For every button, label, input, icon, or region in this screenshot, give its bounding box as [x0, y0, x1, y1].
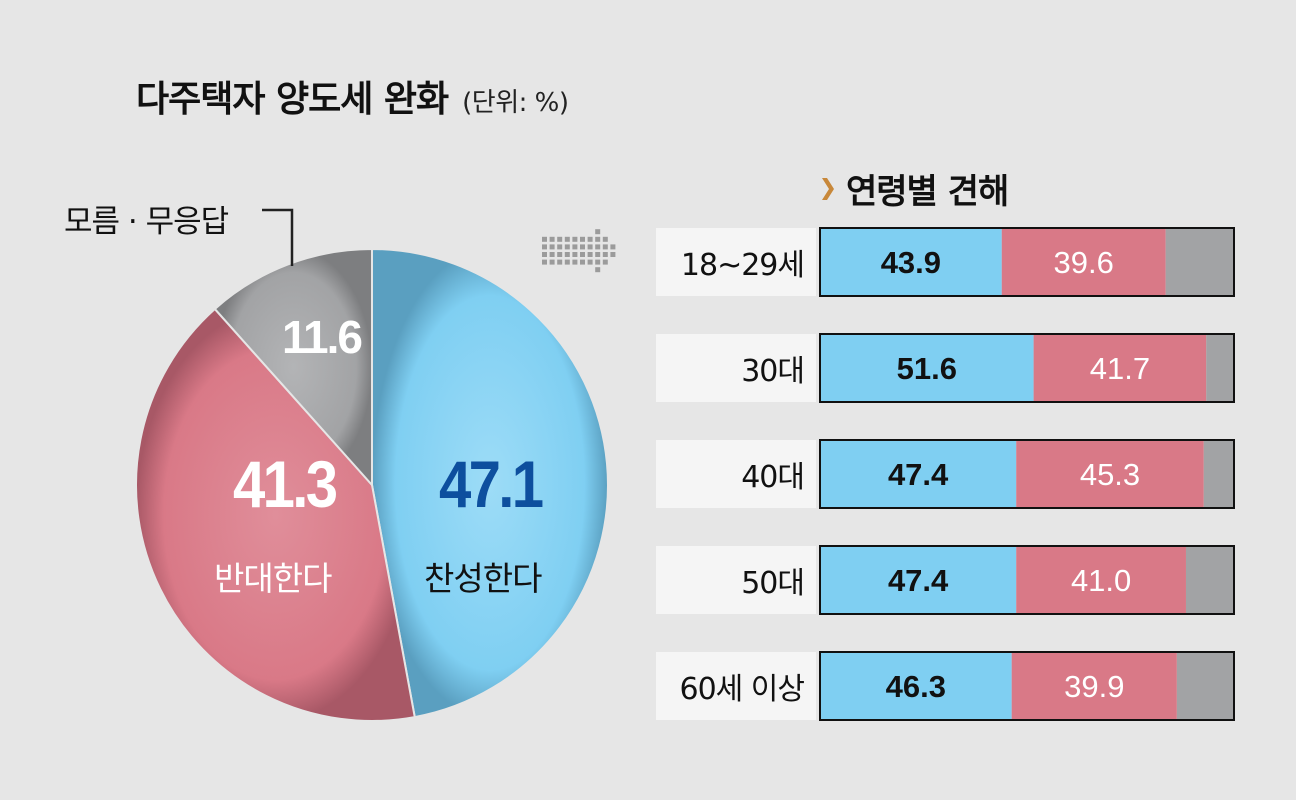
arrow-dot: [580, 244, 585, 250]
arrow-dot: [595, 267, 601, 273]
subtitle-group: 연령별 견해: [820, 164, 1009, 213]
arrow-dot: [564, 244, 570, 250]
arrow-dot: [557, 236, 563, 242]
subtitle: 연령별 견해: [846, 172, 1009, 212]
callout-line: [262, 208, 294, 266]
arrow-dot: [557, 259, 563, 265]
bar-favor-label: 51.6: [897, 351, 957, 386]
bar-unknown: [1176, 652, 1234, 720]
pie-label-favor-value: 47.1: [438, 447, 544, 521]
arrow-dot: [542, 236, 547, 242]
bar-favor: [820, 440, 1017, 508]
pie-slice-oppose: [135, 307, 416, 722]
bar-oppose: [1011, 652, 1177, 720]
bar-unknown: [1206, 334, 1234, 402]
arrow-dot: [595, 259, 601, 265]
bar-oppose: [1001, 228, 1166, 296]
bar-oppose-label: 41.7: [1090, 351, 1150, 386]
bar-outline: [819, 545, 1235, 615]
unit-label: (단위: %): [462, 88, 569, 118]
row-label-18-29: 18~29세: [656, 228, 816, 296]
arrow-dot: [580, 259, 585, 265]
pie-slice-unknown: [213, 247, 373, 488]
bar-favor: [820, 334, 1034, 402]
bar-unknown: [1203, 440, 1234, 508]
bar-outline: [819, 333, 1235, 403]
bar-oppose: [1016, 546, 1186, 614]
arrow-dot: [587, 244, 593, 250]
arrow-dot: [580, 252, 585, 257]
pie-label-oppose-value: 41.3: [232, 447, 338, 521]
arrow-dot: [542, 244, 547, 250]
arrow-dot: [587, 252, 593, 257]
arrow-dot: [595, 236, 601, 242]
arrow-dot: [602, 244, 608, 250]
row-label-60plus: 60세 이상: [656, 652, 816, 720]
pie-slice-favor: [371, 247, 609, 719]
arrow-dot: [610, 244, 616, 250]
pie-label-oppose: 반대한다: [214, 560, 332, 597]
arrow-dot: [549, 244, 555, 250]
chart-title-group: 다주택자 양도세 완화 (단위: %): [136, 70, 569, 122]
bar-favor: [820, 228, 1002, 296]
arrow-dot: [602, 259, 608, 265]
arrow-dot: [595, 229, 601, 235]
bar-oppose-label: 39.6: [1054, 245, 1114, 280]
arrow-dot: [549, 236, 555, 242]
arrow-dot: [542, 252, 547, 257]
arrow-dot: [595, 244, 601, 250]
chevron-right-icon: [822, 177, 834, 200]
arrow-dot: [610, 252, 616, 257]
arrow-dot: [549, 259, 555, 265]
arrow-dot: [557, 244, 563, 250]
bar-favor-label: 43.9: [881, 245, 941, 280]
arrow-dot: [572, 259, 578, 265]
chart-title: 다주택자 양도세 완화: [136, 79, 449, 120]
arrow-dot: [542, 259, 547, 265]
bar-oppose-label: 39.9: [1064, 669, 1124, 704]
bar-favor: [820, 652, 1012, 720]
arrow-decoration: [542, 229, 616, 273]
arrow-dot: [549, 252, 555, 257]
pie-label-favor: 찬성한다: [424, 560, 542, 597]
pie-label-unknown-value: 11.6: [282, 311, 363, 363]
arrow-dot: [587, 259, 593, 265]
arrow-dot: [595, 252, 601, 257]
bar-outline: [819, 439, 1235, 509]
bar-favor-label: 47.4: [888, 563, 949, 598]
arrow-dot: [587, 236, 593, 242]
bar-oppose: [1016, 440, 1204, 508]
bar-outline: [819, 651, 1235, 721]
bar-oppose-label: 45.3: [1080, 457, 1140, 492]
bar-unknown: [1165, 228, 1234, 296]
row-label-40s: 40대: [656, 440, 816, 508]
arrow-dot: [564, 252, 570, 257]
arrow-dot: [580, 236, 585, 242]
bar-oppose-label: 41.0: [1071, 563, 1131, 598]
unknown-callout-label: 모름 · 무응답: [64, 204, 229, 240]
bar-outline: [819, 227, 1235, 297]
bar-unknown: [1185, 546, 1234, 614]
arrow-dot: [572, 236, 578, 242]
arrow-dot: [557, 252, 563, 257]
row-label-30s: 30대: [656, 334, 816, 402]
arrow-dot: [602, 236, 608, 242]
row-label-50s: 50대: [656, 546, 816, 614]
arrow-dot: [572, 252, 578, 257]
bar-favor: [820, 546, 1017, 614]
arrow-dot: [564, 259, 570, 265]
bar-favor-label: 47.4: [888, 457, 949, 492]
bar-oppose: [1033, 334, 1207, 402]
arrow-dot: [572, 244, 578, 250]
arrow-dot: [602, 252, 608, 257]
bar-favor-label: 46.3: [886, 669, 946, 704]
arrow-dot: [564, 236, 570, 242]
